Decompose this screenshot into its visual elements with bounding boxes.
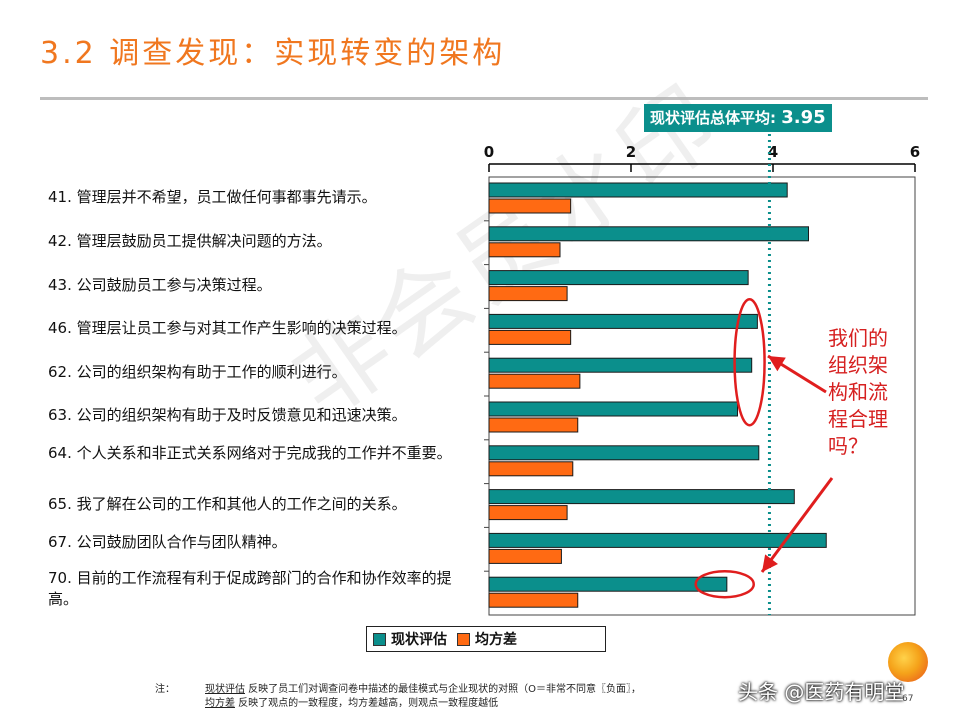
question-text: 管理层鼓励员工提供解决问题的方法。 bbox=[76, 232, 332, 250]
question-number: 65. bbox=[48, 495, 72, 513]
question-label: 43. 公司鼓励员工参与决策过程。 bbox=[48, 275, 468, 296]
chart-legend: 现状评估 均方差 bbox=[366, 626, 606, 652]
question-label: 65. 我了解在公司的工作和其他人的工作之间的关系。 bbox=[48, 494, 468, 515]
question-number: 41. bbox=[48, 188, 72, 206]
legend-item-variance: 均方差 bbox=[457, 629, 517, 649]
callout-line: 程合理 bbox=[828, 407, 888, 431]
highlight-ellipse bbox=[733, 297, 766, 427]
x-tick-label: 4 bbox=[768, 143, 778, 161]
bar-current bbox=[488, 226, 809, 242]
bar-variance bbox=[488, 592, 579, 608]
average-label-value: 3.95 bbox=[781, 107, 826, 128]
footnote-line-2: 均方差 反映了观点的一致程度，均方差越高，则观点一致程度越低 bbox=[155, 697, 641, 711]
x-tick-label: 2 bbox=[626, 143, 636, 161]
question-text: 目前的工作流程有利于促成跨部门的合作和协作效率的提高。 bbox=[48, 569, 452, 608]
question-label: 63. 公司的组织架构有助于及时反馈意见和迅速决策。 bbox=[48, 405, 468, 426]
bar-variance bbox=[488, 417, 579, 433]
question-number: 46. bbox=[48, 319, 72, 337]
question-label: 64. 个人关系和非正式关系网络对于完成我的工作并不重要。 bbox=[48, 443, 468, 464]
question-text: 管理层并不希望，员工做任何事都事先请示。 bbox=[76, 188, 377, 206]
legend-swatch-variance bbox=[457, 632, 470, 646]
footnote-line-1: 注： 现状评估 反映了员工们对调查问卷中描述的最佳模式与企业现状的对照（O＝非常不… bbox=[155, 683, 641, 697]
page-title: 3.2 调查发现：实现转变的架构 bbox=[40, 36, 506, 71]
question-text: 公司的组织架构有助于及时反馈意见和迅速决策。 bbox=[76, 406, 407, 424]
question-number: 64. bbox=[48, 444, 72, 462]
footnote-term: 均方差 bbox=[205, 698, 235, 709]
highlight-ellipse bbox=[694, 569, 755, 599]
question-number: 63. bbox=[48, 406, 72, 424]
bar-variance bbox=[488, 373, 581, 389]
question-label: 42. 管理层鼓励员工提供解决问题的方法。 bbox=[48, 231, 468, 252]
bar-variance bbox=[488, 461, 574, 477]
question-number: 62. bbox=[48, 363, 72, 381]
bar-current bbox=[488, 489, 795, 505]
question-label: 41. 管理层并不希望，员工做任何事都事先请示。 bbox=[48, 187, 468, 208]
question-text: 管理层让员工参与对其工作产生影响的决策过程。 bbox=[76, 319, 407, 337]
question-number: 70. bbox=[48, 569, 72, 587]
callout-question: 我们的 组织架 构和流 程合理 吗？ bbox=[828, 325, 912, 460]
footnote-term: 现状评估 bbox=[205, 684, 245, 695]
callout-arrow-lower bbox=[760, 477, 834, 573]
footnote-text: 反映了员工们对调查问卷中描述的最佳模式与企业现状的对照（O＝非常不同意〖负面〗， bbox=[245, 684, 642, 695]
bar-variance bbox=[488, 548, 562, 564]
question-text: 公司鼓励员工参与决策过程。 bbox=[76, 276, 272, 294]
question-label: 70. 目前的工作流程有利于促成跨部门的合作和协作效率的提高。 bbox=[48, 568, 468, 610]
footnote-label: 注： bbox=[155, 684, 175, 695]
logo-sun-icon bbox=[888, 642, 928, 682]
bar-variance bbox=[488, 242, 561, 258]
callout-arrow-upper-head bbox=[768, 356, 786, 372]
legend-swatch-current bbox=[373, 632, 386, 646]
bar-current bbox=[488, 357, 753, 373]
footnotes: 注： 现状评估 反映了员工们对调查问卷中描述的最佳模式与企业现状的对照（O＝非常不… bbox=[155, 683, 641, 711]
callout-arrow-lower-head bbox=[762, 554, 778, 572]
question-text: 个人关系和非正式关系网络对于完成我的工作并不重要。 bbox=[76, 444, 452, 462]
average-label: 现状评估总体平均: 3.95 bbox=[644, 104, 832, 132]
callout-line: 组织架 bbox=[828, 353, 888, 377]
bar-current bbox=[488, 445, 760, 461]
question-label: 67. 公司鼓励团队合作与团队精神。 bbox=[48, 532, 468, 553]
footnote-text: 反映了观点的一致程度，均方差越高，则观点一致程度越低 bbox=[235, 698, 499, 709]
question-text: 公司的组织架构有助于工作的顺利进行。 bbox=[76, 363, 347, 381]
bar-current bbox=[488, 270, 749, 286]
bar-variance bbox=[488, 329, 572, 345]
bar-variance bbox=[488, 286, 568, 302]
legend-item-current: 现状评估 bbox=[373, 629, 447, 649]
legend-label-variance: 均方差 bbox=[475, 632, 517, 648]
bar-current bbox=[488, 576, 728, 592]
question-number: 42. bbox=[48, 232, 72, 250]
question-label: 46. 管理层让员工参与对其工作产生影响的决策过程。 bbox=[48, 318, 468, 339]
question-text: 我了解在公司的工作和其他人的工作之间的关系。 bbox=[76, 495, 407, 513]
legend-label-current: 现状评估 bbox=[391, 632, 447, 648]
callout-line: 吗？ bbox=[828, 434, 868, 458]
bar-variance bbox=[488, 198, 572, 214]
question-number: 67. bbox=[48, 533, 72, 551]
bar-current bbox=[488, 532, 827, 548]
bar-current bbox=[488, 182, 788, 198]
bar-current bbox=[488, 313, 758, 329]
page-number: 67 bbox=[902, 694, 914, 704]
callout-line: 构和流 bbox=[828, 380, 888, 404]
average-label-text: 现状评估总体平均: bbox=[650, 109, 782, 127]
bar-current bbox=[488, 401, 738, 417]
question-label: 62. 公司的组织架构有助于工作的顺利进行。 bbox=[48, 362, 468, 383]
callout-line: 我们的 bbox=[828, 326, 888, 350]
question-number: 43. bbox=[48, 276, 72, 294]
question-text: 公司鼓励团队合作与团队精神。 bbox=[76, 533, 287, 551]
x-tick-label: 6 bbox=[910, 143, 920, 161]
x-tick-label: 0 bbox=[484, 143, 494, 161]
title-divider bbox=[40, 97, 928, 100]
bar-variance bbox=[488, 505, 568, 521]
source-credit: 头条 @医药有明堂 bbox=[738, 680, 905, 704]
